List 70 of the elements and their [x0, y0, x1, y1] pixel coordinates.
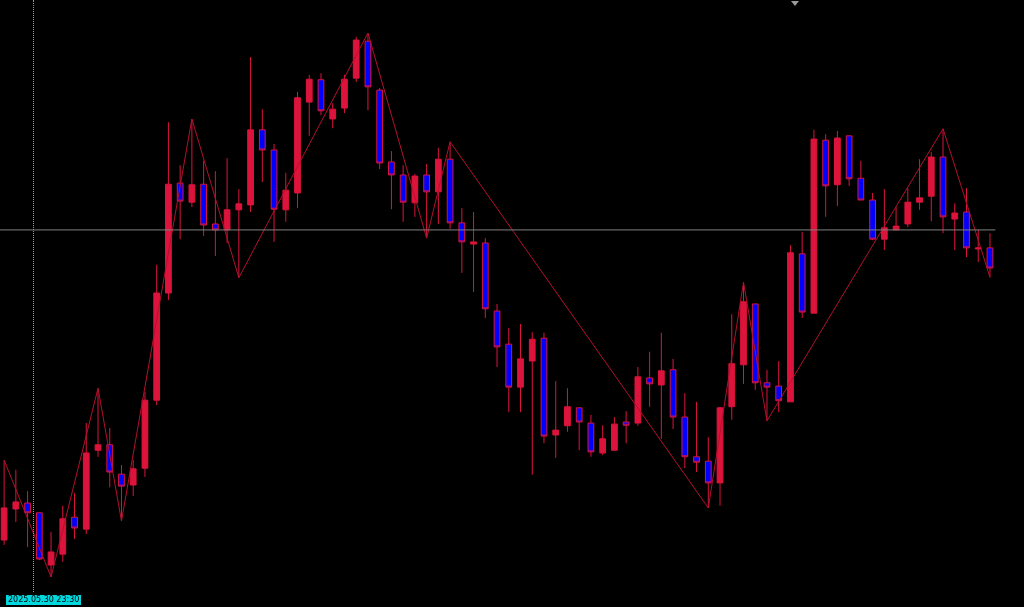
- candlestick: [388, 150, 395, 210]
- text: 2025.05.30 23:30: [6, 595, 82, 605]
- candlestick: [200, 160, 207, 237]
- candlestick: [904, 187, 912, 228]
- candlestick: [352, 36, 360, 83]
- candlestick: [845, 135, 853, 187]
- candlestick: [575, 407, 583, 451]
- candlestick: [552, 380, 560, 459]
- candlestick: [927, 151, 935, 222]
- candlestick: [505, 327, 513, 413]
- candlestick: [270, 143, 278, 243]
- candlestick: [294, 91, 301, 209]
- candlestick: [986, 232, 994, 278]
- candlestick: [798, 231, 806, 319]
- candlestick: [763, 369, 771, 422]
- candlestick: [493, 303, 501, 368]
- candlestick: [963, 187, 970, 258]
- candlestick: [634, 366, 642, 427]
- candlestick: [247, 56, 254, 213]
- candlestick: [446, 141, 454, 230]
- candlestick: [622, 410, 630, 444]
- candlestick: [857, 160, 865, 201]
- candlestick: [82, 422, 90, 535]
- candlestick: [0, 459, 8, 546]
- candlestick: [165, 121, 172, 301]
- candlestick: [587, 414, 595, 458]
- candlestick: [951, 202, 959, 251]
- candlestick: [974, 229, 982, 263]
- candlestick: [775, 360, 783, 413]
- candlestick: [141, 391, 149, 478]
- candlestick: [282, 172, 290, 223]
- candlestick: [129, 459, 137, 497]
- candlestick: [528, 331, 536, 476]
- candlestick: [681, 392, 689, 469]
- candlestick: [211, 170, 219, 257]
- candlestick: [599, 424, 607, 456]
- candlestick: [376, 87, 384, 170]
- candlestick: [693, 401, 700, 473]
- candlestick: [810, 129, 818, 314]
- candlestick: [787, 244, 794, 403]
- candlestick: [24, 490, 31, 548]
- candlestick: [341, 74, 348, 114]
- candlestick: [834, 130, 841, 207]
- candlestick: [669, 358, 677, 430]
- candlestick: [399, 164, 407, 223]
- candlestick: [540, 332, 548, 444]
- candlestick: [728, 313, 736, 421]
- candlestick: [434, 147, 442, 225]
- candlestick: [751, 303, 759, 391]
- candlestick: [916, 158, 923, 211]
- candlestick: [71, 492, 78, 540]
- candlestick: [657, 332, 665, 440]
- candlestick: [869, 192, 876, 241]
- candlestick: [35, 512, 43, 561]
- candlestick: [364, 32, 372, 111]
- candlestick: [317, 72, 325, 116]
- candlestick: [258, 108, 266, 183]
- candlestick: [517, 323, 524, 413]
- candlestick: [470, 211, 477, 293]
- candlestick: [153, 264, 161, 406]
- candlestick: [329, 102, 337, 129]
- candlestick: [305, 74, 313, 137]
- candlestick: [564, 387, 571, 433]
- candlestick: [223, 157, 231, 244]
- candlestick: [822, 133, 830, 218]
- candlestick: [939, 128, 947, 234]
- candlestick: [481, 237, 489, 319]
- candlestick: [611, 416, 618, 451]
- candlestick: [12, 469, 20, 523]
- candlestick: [646, 351, 653, 408]
